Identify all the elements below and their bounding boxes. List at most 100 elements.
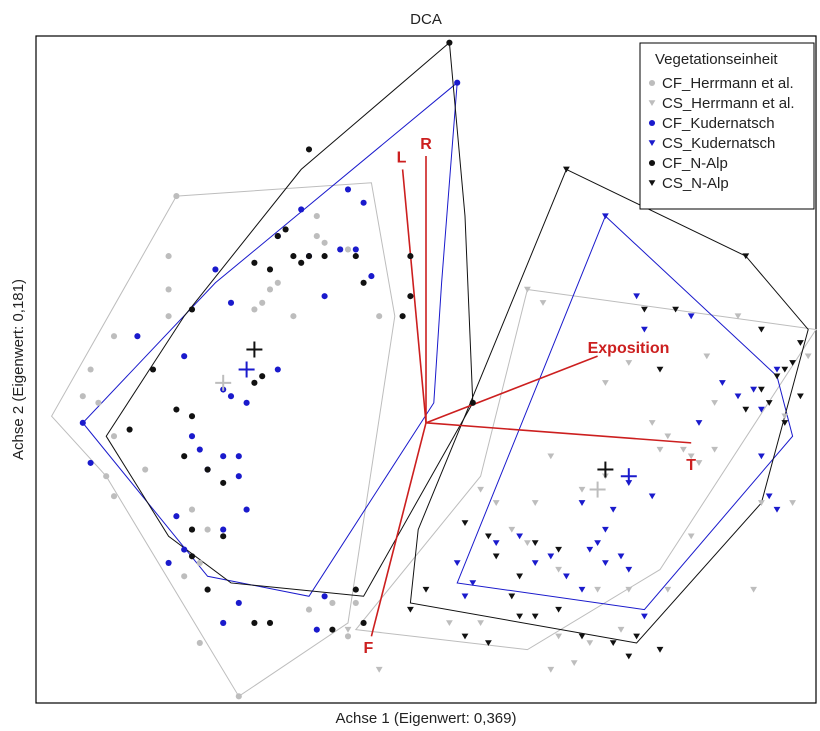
data-point xyxy=(742,406,750,413)
data-point xyxy=(555,566,562,573)
data-point xyxy=(531,500,539,506)
data-point xyxy=(282,226,289,233)
data-point xyxy=(797,393,804,400)
centroid-cs-n-alp xyxy=(597,461,614,478)
data-point xyxy=(305,253,313,260)
data-point xyxy=(188,306,196,313)
data-point xyxy=(204,466,211,473)
data-point xyxy=(469,399,476,406)
data-point xyxy=(422,586,430,593)
chart-title: DCA xyxy=(410,11,442,28)
data-point xyxy=(617,553,625,560)
data-point xyxy=(609,506,617,513)
data-point xyxy=(227,299,235,306)
data-point xyxy=(750,386,757,393)
data-point xyxy=(797,340,804,346)
data-point xyxy=(492,553,500,560)
series-cf-n-alp xyxy=(126,39,476,633)
data-point xyxy=(407,253,414,260)
centroid-cs-kudernatsch xyxy=(620,468,637,485)
data-point xyxy=(329,599,336,607)
data-point xyxy=(344,633,352,640)
data-point xyxy=(344,186,352,193)
data-point xyxy=(555,633,562,640)
data-point xyxy=(516,613,523,620)
data-point xyxy=(563,166,570,173)
data-point xyxy=(524,286,531,293)
data-point xyxy=(220,619,227,627)
hull-cs-kudernatsch xyxy=(456,215,794,611)
data-point xyxy=(173,513,180,520)
data-point xyxy=(266,619,274,627)
legend-marker xyxy=(648,140,656,147)
legend-item-cs-n-alp: CS_N-Alp xyxy=(648,175,729,192)
data-point xyxy=(243,399,250,406)
data-point xyxy=(329,626,336,633)
data-point xyxy=(680,446,687,453)
data-point xyxy=(375,666,383,673)
data-point xyxy=(602,380,609,386)
data-point xyxy=(305,606,313,613)
data-point xyxy=(656,446,664,453)
data-point xyxy=(87,366,94,373)
hull-cf-kudernatsch xyxy=(82,81,458,597)
data-point xyxy=(235,693,242,700)
series-cf-herrmann-et-al xyxy=(79,193,383,700)
series-cs-n-alp xyxy=(407,166,804,660)
data-point xyxy=(321,239,328,246)
data-point xyxy=(290,313,297,320)
data-point xyxy=(602,213,609,220)
data-point xyxy=(220,526,227,533)
data-point xyxy=(461,633,469,640)
data-point xyxy=(204,526,211,533)
data-point xyxy=(625,566,633,573)
data-point xyxy=(758,500,765,506)
data-point xyxy=(188,433,196,440)
centroid-cf-n-alp xyxy=(246,341,263,358)
data-point xyxy=(274,366,281,373)
vector-t xyxy=(425,422,692,444)
data-point xyxy=(633,293,640,300)
data-point xyxy=(188,413,196,420)
vector-layer: LR Exposition T F xyxy=(364,136,697,657)
data-point xyxy=(352,246,359,253)
data-point xyxy=(103,473,110,480)
vector-label-t: T xyxy=(686,457,696,474)
legend-box xyxy=(639,42,815,210)
legend-marker xyxy=(648,119,656,127)
data-point xyxy=(625,586,633,593)
legend-label: CF_Kudernatsch xyxy=(662,115,775,132)
y-axis-label: Achse 2 (Eigenwert: 0,181) xyxy=(10,279,27,460)
plot-frame xyxy=(35,35,817,704)
legend-label: CS_Herrmann et al. xyxy=(662,95,795,112)
data-point xyxy=(469,580,477,586)
data-point xyxy=(641,613,648,620)
data-point xyxy=(750,586,757,593)
data-point xyxy=(461,593,469,600)
data-point xyxy=(181,453,188,460)
data-point xyxy=(555,606,562,613)
vector-label-l: L xyxy=(397,149,407,166)
data-point xyxy=(79,393,86,400)
data-point xyxy=(87,459,94,466)
data-point xyxy=(804,353,812,360)
data-point xyxy=(477,620,484,627)
data-point xyxy=(173,193,180,200)
data-point xyxy=(485,640,492,647)
data-point xyxy=(524,540,531,546)
legend-marker xyxy=(648,100,656,107)
data-point xyxy=(602,526,609,533)
series-cs-herrmann-et-al xyxy=(344,286,812,673)
data-point xyxy=(711,446,718,453)
vector-f xyxy=(370,422,427,637)
data-point xyxy=(360,619,367,627)
data-point xyxy=(188,553,196,560)
legend-items: CF_Herrmann et al. CS_Herrmann et al. CF_K… xyxy=(648,75,795,192)
legend-title: Vegetationseinheit xyxy=(655,51,778,68)
legend-label: CF_Herrmann et al. xyxy=(662,75,794,92)
data-point xyxy=(360,279,367,286)
data-point xyxy=(360,199,367,206)
data-point xyxy=(313,626,320,633)
data-point xyxy=(251,619,258,627)
data-point xyxy=(376,313,383,320)
